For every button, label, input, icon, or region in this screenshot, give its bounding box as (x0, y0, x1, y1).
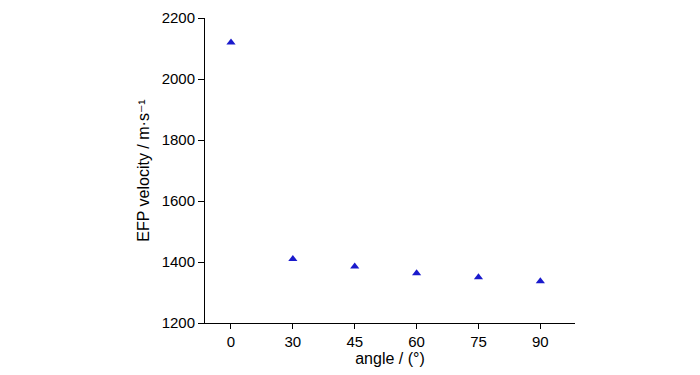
svg-text:angle / (°): angle / (°) (355, 350, 425, 367)
svg-text:45: 45 (346, 333, 363, 350)
svg-text:1600: 1600 (162, 192, 195, 209)
svg-text:2200: 2200 (162, 9, 195, 26)
svg-text:90: 90 (532, 333, 549, 350)
svg-text:1800: 1800 (162, 131, 195, 148)
svg-text:0: 0 (227, 333, 235, 350)
svg-text:2000: 2000 (162, 70, 195, 87)
svg-text:30: 30 (285, 333, 302, 350)
svg-text:60: 60 (408, 333, 425, 350)
svg-text:1200: 1200 (162, 314, 195, 331)
svg-text:1400: 1400 (162, 253, 195, 270)
svg-text:75: 75 (470, 333, 487, 350)
svg-text:EFP velocity / m·s⁻¹: EFP velocity / m·s⁻¹ (135, 99, 152, 241)
